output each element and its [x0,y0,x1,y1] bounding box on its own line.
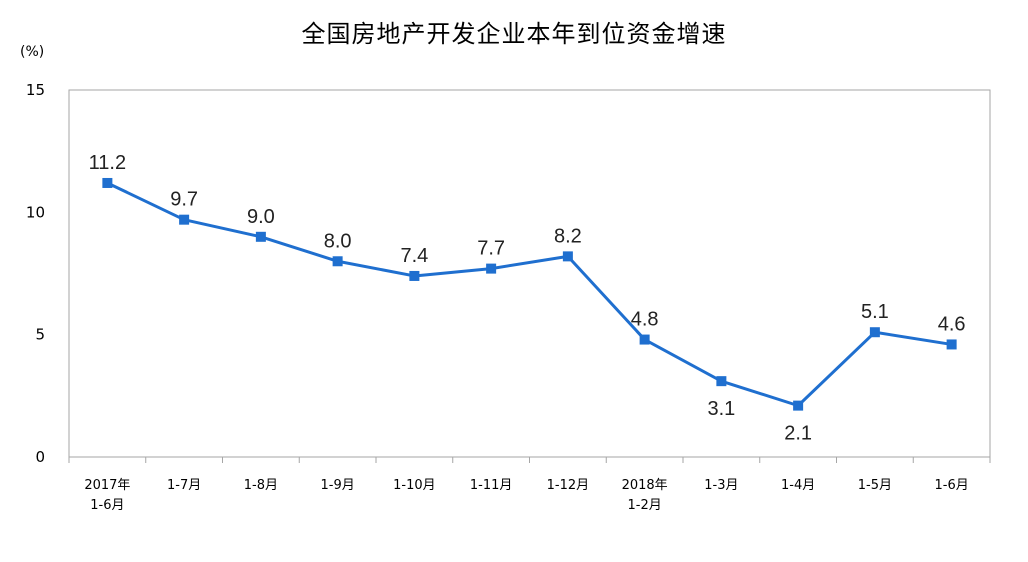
data-label: 9.0 [247,206,275,228]
data-point [869,327,880,338]
y-tick-label: 0 [35,448,45,466]
data-label: 2.1 [784,423,812,445]
data-label: 4.6 [938,313,966,335]
data-label: 4.8 [631,309,659,331]
data-point [332,256,343,267]
data-label: 9.7 [170,189,198,211]
data-point [409,270,420,281]
y-tick-label: 5 [35,326,45,344]
data-label: 5.1 [861,301,889,323]
data-point [793,400,804,411]
x-tick-label: 1-2月 [628,498,662,513]
series-line [106,181,952,408]
x-tick-label: 1-11月 [470,478,513,493]
data-point [255,231,266,242]
x-tick-label: 1-7月 [167,478,201,493]
x-tick-label: 1-3月 [704,478,738,493]
data-label: 3.1 [707,398,735,420]
data-label: 11.2 [89,152,126,174]
x-tick-label: 1-12月 [547,478,590,493]
x-tick-label: 1-4月 [781,478,815,493]
x-tick-label: 1-5月 [858,478,892,493]
x-tick-label: 2018年 [622,478,668,493]
plot-frame [68,89,991,458]
x-tick-label: 1-6月 [90,498,124,513]
data-point [486,263,497,274]
data-point [562,251,573,262]
chart-title: 全国房地产开发企业本年到位资金增速 [301,20,727,48]
x-tick-label: 1-6月 [935,478,969,493]
data-point [639,334,650,345]
data-point [946,339,957,350]
data-label: 8.2 [554,225,582,247]
data-point [102,177,113,188]
x-tick-label: 1-9月 [321,478,355,493]
x-tick-label: 2017年 [84,478,130,493]
y-tick-label: 15 [26,81,45,99]
data-label: 7.7 [477,238,505,260]
x-tick-label: 1-8月 [244,478,278,493]
y-tick-label: 10 [26,203,45,221]
data-point [179,214,190,225]
data-label: 7.4 [400,245,428,267]
x-tick-label: 1-10月 [393,478,436,493]
data-point [716,376,727,387]
y-axis-unit: (%) [20,44,45,60]
data-label: 8.0 [324,230,352,252]
